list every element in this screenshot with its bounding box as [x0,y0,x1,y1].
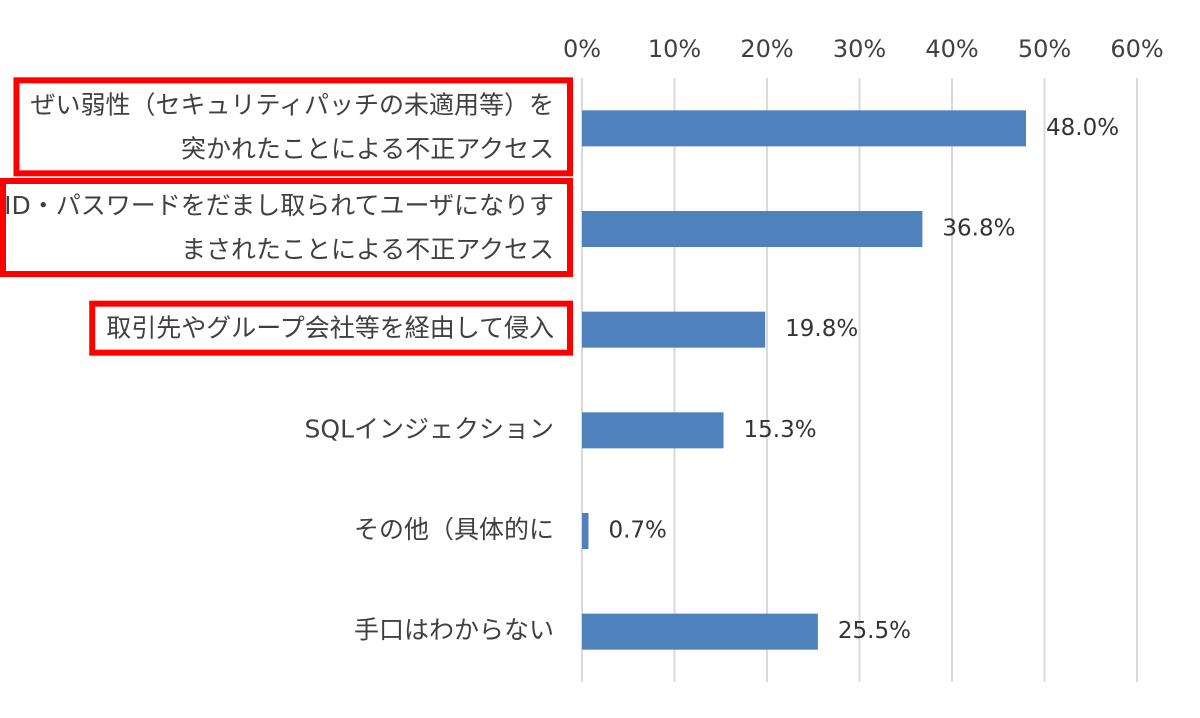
data-label: 36.8% [942,216,1015,242]
data-label: 0.7% [608,518,666,544]
bars [582,110,1026,650]
x-tick-label: 20% [740,35,793,63]
category-label: 手口はわからない [354,616,554,645]
data-label: 25.5% [838,618,911,644]
highlight-box [13,77,573,177]
data-label: 15.3% [744,417,817,443]
gridlines [581,78,1138,682]
category-label: SQLインジェクション [305,414,554,443]
x-tick-label: 30% [833,35,886,63]
x-tick-label: 60% [1110,35,1163,63]
category-highlights [0,77,573,356]
category-label: その他（具体的に [354,515,554,544]
highlight-box [0,178,573,277]
bar [582,613,818,650]
x-tick-label: 40% [925,35,978,63]
x-tick-label: 50% [1018,35,1071,63]
category-label: まされたことによる不正アクセス [181,235,554,264]
x-tick-label: 0% [563,35,601,63]
bar [582,412,724,449]
data-label: 19.8% [785,316,858,342]
bar [582,211,923,247]
data-labels: 48.0% 36.8% 19.8% 15.3% 0.7% 25.5% [608,115,1119,644]
category-label: ぜい弱性（セキュリティパッチの未適用等）を [30,90,554,119]
highlight-box [89,300,573,356]
category-label: ID・パスワードをだまし取られてユーザになりす [4,191,554,220]
x-axis-ticks: 0% 10% 20% 30% 40% 50% 60% [563,35,1164,63]
bar [582,311,766,348]
data-label: 48.0% [1046,115,1119,141]
bar [582,110,1026,147]
category-label: 突かれたことによる不正アクセス [181,134,554,163]
bar [582,513,589,549]
x-tick-label: 10% [648,35,701,63]
category-label: 取引先やグループ会社等を経由して侵入 [106,314,554,343]
